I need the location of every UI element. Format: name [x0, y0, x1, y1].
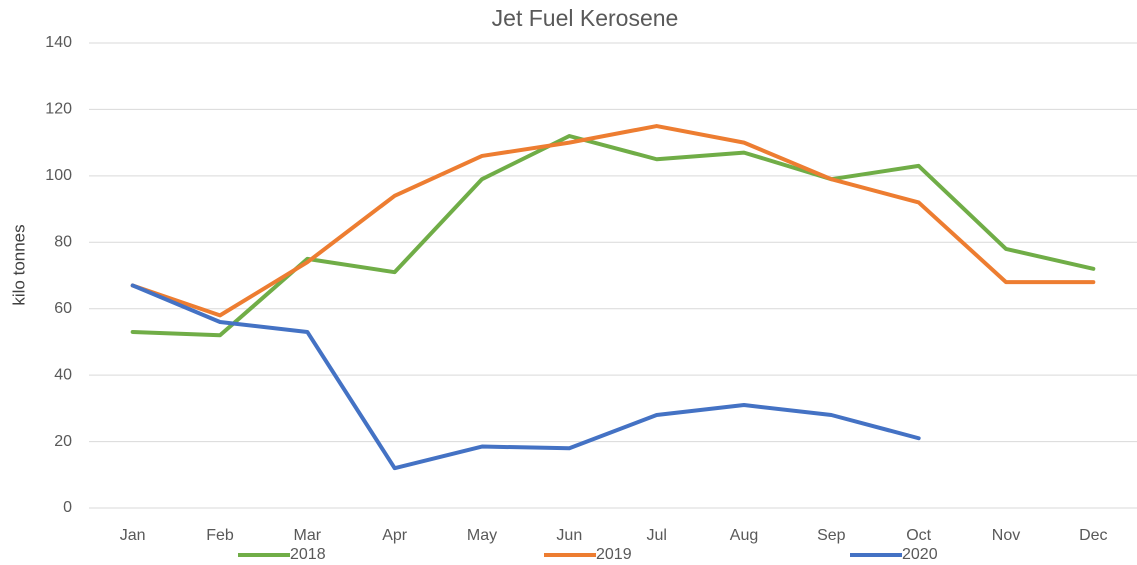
x-tick-label: Apr — [382, 527, 408, 544]
x-tick-label: Jul — [646, 527, 666, 544]
y-tick-label: 20 — [54, 433, 72, 450]
x-tick-label: Jan — [120, 527, 146, 544]
series-line — [130, 134, 1096, 338]
chart-title: Jet Fuel Kerosene — [492, 5, 679, 31]
series-line — [130, 283, 921, 471]
y-axis-label: kilo tonnes — [9, 224, 28, 305]
x-tick-label: Aug — [730, 527, 758, 544]
x-tick-label: Sep — [817, 527, 846, 544]
x-tick-label: Dec — [1079, 527, 1107, 544]
x-tick-label: Oct — [906, 527, 931, 544]
y-tick-label: 140 — [45, 34, 72, 51]
y-tick-label: 60 — [54, 300, 72, 317]
legend-label: 2019 — [596, 546, 632, 563]
x-tick-label: Feb — [206, 527, 234, 544]
x-tick-label: Mar — [294, 527, 322, 544]
x-tick-label: Nov — [992, 527, 1020, 544]
y-tick-label: 120 — [45, 101, 72, 118]
y-tick-label: 40 — [54, 366, 72, 383]
series-line — [130, 124, 1096, 318]
y-tick-label: 80 — [54, 234, 72, 251]
y-tick-label: 0 — [63, 499, 72, 516]
y-tick-label: 100 — [45, 167, 72, 184]
legend-label: 2020 — [902, 546, 938, 563]
x-tick-label: Jun — [556, 527, 582, 544]
x-tick-label: May — [467, 527, 497, 544]
legend-label: 2018 — [290, 546, 326, 563]
